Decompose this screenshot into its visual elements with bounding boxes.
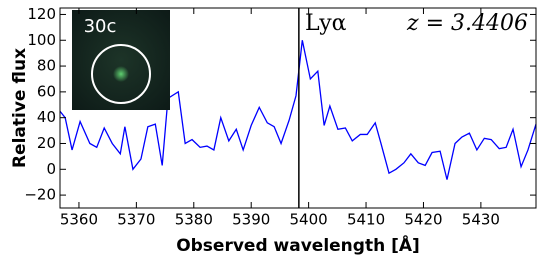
inset-source <box>113 66 129 82</box>
annotation: Lyα <box>305 11 347 36</box>
y-tick-label: 80 <box>37 57 56 75</box>
x-tick-label: 5360 <box>60 211 98 229</box>
x-tick-label: 5370 <box>117 211 155 229</box>
x-tick-label: 5400 <box>290 211 328 229</box>
x-tick-label: 5410 <box>347 211 385 229</box>
y-tick-label: 60 <box>37 82 56 100</box>
x-tick-label: 5430 <box>462 211 500 229</box>
x-axis-label: Observed wavelength [Å] <box>176 233 420 256</box>
plot-frame <box>59 7 537 209</box>
y-axis-label: Relative flux <box>10 48 30 168</box>
inset-image <box>72 10 170 110</box>
annotation: z = 3.4406 <box>406 11 528 36</box>
x-tick-label: 5420 <box>404 211 442 229</box>
x-tick-label: 5380 <box>175 211 213 229</box>
y-tick-label: −20 <box>24 186 56 204</box>
y-tick-label: 120 <box>27 5 56 23</box>
y-tick-label: 40 <box>37 108 56 126</box>
y-tick-label: 100 <box>27 31 56 49</box>
inset-aperture <box>91 44 151 104</box>
x-tick-label: 5390 <box>232 211 270 229</box>
inset-label: 30c <box>84 16 117 37</box>
y-tick-label: 20 <box>37 134 56 152</box>
y-tick-label: 0 <box>46 160 56 178</box>
